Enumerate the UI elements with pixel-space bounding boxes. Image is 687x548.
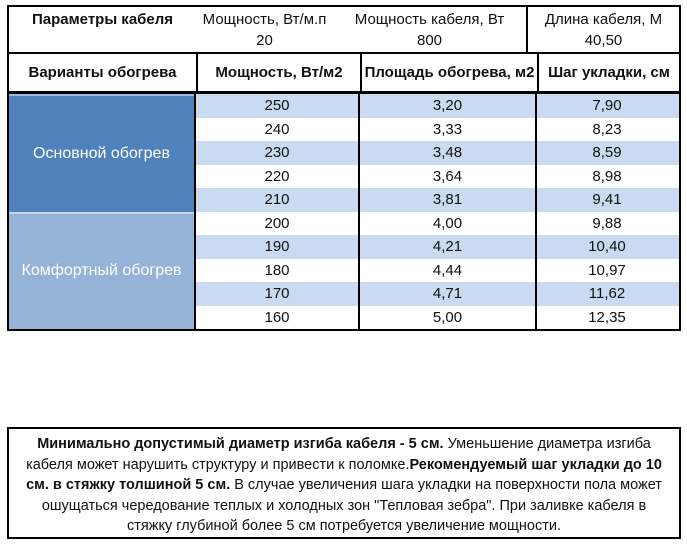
cell-power: 230 — [264, 144, 290, 162]
cell-step: 8,59 — [535, 141, 677, 165]
cell-area: 3,20 — [358, 94, 535, 118]
cable-power-value: 800 — [416, 32, 443, 49]
installation-note: Минимально допустимый диаметр изгиба каб… — [7, 427, 681, 539]
cell-power: 240 — [264, 120, 290, 138]
cable-length-column: Длина кабеля, М 40,50 — [526, 7, 679, 52]
header-step: Шаг укладки, см — [537, 54, 679, 91]
header-variants: Варианты обогрева — [28, 64, 177, 81]
cell-power: 220 — [264, 167, 290, 185]
cell-step: 9,88 — [535, 211, 677, 235]
table-body: Основной обогрев Комфортный обогрев 250 … — [9, 94, 679, 329]
table-row: 220 3,64 8,98 — [196, 164, 679, 188]
params-title-column: Параметры кабеля — [9, 7, 196, 52]
cell-area: 3,33 — [358, 117, 535, 141]
cable-length-value: 40,50 — [584, 32, 623, 49]
cell-step: 9,41 — [535, 188, 677, 212]
power-per-meter-value: 20 — [256, 32, 273, 49]
cable-power-column: Мощность кабеля, Вт 800 — [333, 7, 526, 52]
params-title: Параметры кабеля — [31, 11, 174, 28]
cell-power: 180 — [264, 261, 290, 279]
cell-area: 4,00 — [358, 211, 535, 235]
header-power: Мощность, Вт/м2 — [196, 54, 360, 91]
cell-area: 4,44 — [358, 258, 535, 282]
cable-power-label: Мощность кабеля, Вт — [354, 11, 505, 28]
cell-step: 10,40 — [535, 235, 677, 259]
cable-length-label: Длина кабеля, М — [544, 11, 663, 28]
cell-step: 12,35 — [535, 305, 677, 329]
group-main-heating: Основной обогрев — [9, 94, 194, 212]
cell-power: 250 — [264, 97, 290, 115]
cell-area: 3,48 — [358, 141, 535, 165]
table-row: 180 4,44 10,97 — [196, 258, 679, 282]
table-row: 160 5,00 12,35 — [196, 305, 679, 329]
cell-area: 4,21 — [358, 235, 535, 259]
params-title-empty — [9, 31, 196, 52]
cell-step: 11,62 — [535, 282, 677, 306]
note-bold-recommended-step: Рекомендуемый шаг укладки до 10 см. в ст… — [26, 456, 662, 494]
table-row: 230 3,48 8,59 — [196, 141, 679, 165]
table-row: 200 4,00 9,88 — [196, 211, 679, 235]
cell-area: 5,00 — [358, 305, 535, 329]
cell-power: 190 — [264, 238, 290, 256]
heating-variant-column: Основной обогрев Комфортный обогрев — [9, 94, 196, 329]
cell-power: 160 — [264, 308, 290, 326]
cell-area: 3,81 — [358, 188, 535, 212]
power-per-meter-label: Мощность, Вт/м.п — [202, 11, 327, 28]
cable-parameters-section: Параметры кабеля Мощность, Вт/м.п 20 Мощ… — [9, 7, 679, 54]
table-header-row: Варианты обогрева Мощность, Вт/м2 Площад… — [9, 54, 679, 94]
cell-power: 170 — [264, 285, 290, 303]
power-per-meter-column: Мощность, Вт/м.п 20 — [196, 7, 333, 52]
note-text-diameter-warning: Уменьшение диаметра изгиба кабеля может … — [26, 436, 651, 473]
cell-step: 8,98 — [535, 164, 677, 188]
table-row: 250 3,20 7,90 — [196, 94, 679, 118]
note-text-step-warning: В случае увеличения шага укладки на пове… — [41, 477, 662, 534]
data-rows: 250 3,20 7,90 240 3,33 8,23 230 3,48 8,5… — [196, 94, 679, 329]
table-row: 210 3,81 9,41 — [196, 188, 679, 212]
table-row: 240 3,33 8,23 — [196, 117, 679, 141]
table-row: 170 4,71 11,62 — [196, 282, 679, 306]
cell-area: 4,71 — [358, 282, 535, 306]
cell-step: 7,90 — [535, 94, 677, 118]
cell-power: 210 — [264, 191, 290, 209]
cell-step: 10,97 — [535, 258, 677, 282]
note-bold-min-diameter: Минимально допустимый диаметр изгиба каб… — [37, 436, 444, 452]
cell-step: 8,23 — [535, 117, 677, 141]
table-row: 190 4,21 10,40 — [196, 235, 679, 259]
header-area: Площадь обогрева, м2 — [360, 54, 537, 91]
cable-spec-table: Параметры кабеля Мощность, Вт/м.п 20 Мощ… — [7, 5, 681, 331]
cell-power: 200 — [264, 214, 290, 232]
cell-area: 3,64 — [358, 164, 535, 188]
group-comfort-heating: Комфортный обогрев — [9, 211, 194, 329]
